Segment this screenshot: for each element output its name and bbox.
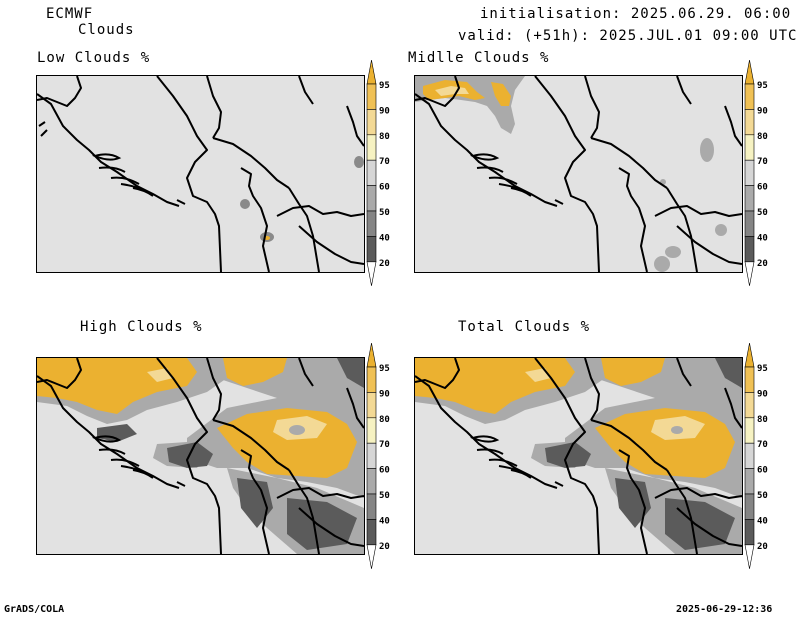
colorbar-tick-label: 60 — [379, 466, 390, 476]
colorbar-segment — [744, 109, 755, 136]
colorbar-segment — [366, 83, 377, 110]
colorbar-tick-label: 95 — [379, 364, 390, 374]
colorbar-tick-label: 90 — [379, 389, 390, 399]
colorbar-tick-label: 60 — [379, 183, 390, 193]
colorbar-tick-label: 90 — [379, 106, 390, 116]
colorbar-bottom-arrow — [366, 544, 377, 569]
colorbar-high: 95 90 80 70 60 50 40 20 — [363, 340, 395, 575]
colorbar-top-arrow — [366, 342, 377, 368]
colorbar-top-arrow — [366, 59, 377, 85]
colorbar-tick-label: 20 — [379, 542, 390, 552]
product-name: Clouds — [78, 22, 135, 38]
colorbar-segment — [744, 442, 755, 469]
colorbar-segment — [366, 109, 377, 136]
colorbar-tick-label: 80 — [379, 132, 390, 142]
colorbar-top-arrow — [744, 342, 755, 368]
colorbar-segment — [744, 493, 755, 520]
footer-timestamp: 2025-06-29-12:36 — [676, 604, 773, 615]
colorbar-tick-label: 80 — [379, 415, 390, 425]
model-name: ECMWF — [46, 6, 94, 22]
valid-time: valid: (+51h): 2025.JUL.01 09:00 UTC — [458, 28, 798, 44]
colorbar-tick-label: 80 — [757, 415, 768, 425]
colorbar-segment — [366, 185, 377, 212]
colorbar-segment — [744, 210, 755, 237]
colorbar-segment — [366, 392, 377, 419]
colorbar-tick-label: 50 — [379, 208, 390, 218]
colorbar-tick-label: 40 — [757, 233, 768, 243]
colorbar-tick-label: 20 — [757, 542, 768, 552]
colorbar-tick-label: 95 — [379, 81, 390, 91]
panel-title-middle: Midlle Clouds % — [408, 50, 550, 66]
colorbar-segment — [744, 519, 755, 546]
colorbar-segment — [744, 83, 755, 110]
colorbar-bottom-arrow — [744, 261, 755, 286]
colorbar-segment — [744, 366, 755, 393]
panel-title-total: Total Clouds % — [458, 319, 591, 335]
colorbar-tick-label: 90 — [757, 106, 768, 116]
colorbar-tick-label: 20 — [379, 259, 390, 269]
colorbar-segment — [366, 134, 377, 161]
colorbar-segment — [366, 519, 377, 546]
colorbar-tick-label: 80 — [757, 132, 768, 142]
colorbar-bottom-arrow — [744, 544, 755, 569]
panel-title-high: High Clouds % — [80, 319, 203, 335]
colorbar-segment — [366, 493, 377, 520]
colorbar-segment — [366, 236, 377, 263]
colorbar-total: 95 90 80 70 60 50 40 20 — [741, 340, 773, 575]
colorbar-segment — [744, 134, 755, 161]
colorbar-tick-label: 50 — [757, 208, 768, 218]
map-total-clouds — [414, 357, 743, 555]
colorbar-tick-label: 95 — [757, 81, 768, 91]
colorbar-tick-label: 60 — [757, 466, 768, 476]
colorbar-tick-label: 50 — [379, 491, 390, 501]
colorbar-segment — [744, 236, 755, 263]
colorbar-tick-label: 40 — [379, 233, 390, 243]
colorbar-top-arrow — [744, 59, 755, 85]
map-low-clouds — [36, 75, 365, 273]
colorbar-bottom-arrow — [366, 261, 377, 286]
colorbar-middle: 95 90 80 70 60 50 40 20 — [741, 57, 773, 292]
colorbar-tick-label: 40 — [379, 516, 390, 526]
colorbar-segment — [744, 185, 755, 212]
colorbar-tick-label: 70 — [379, 157, 390, 167]
colorbar-segment — [744, 468, 755, 495]
colorbar-segment — [366, 159, 377, 186]
colorbar-segment — [366, 468, 377, 495]
colorbar-tick-label: 40 — [757, 516, 768, 526]
colorbar-tick-label: 60 — [757, 183, 768, 193]
colorbar-tick-label: 90 — [757, 389, 768, 399]
init-time: initialisation: 2025.06.29. 06:00 UTC — [480, 6, 800, 22]
colorbar-segment — [744, 159, 755, 186]
panel-title-low: Low Clouds % — [37, 50, 151, 66]
colorbar-segment — [366, 442, 377, 469]
colorbar-segment — [744, 392, 755, 419]
map-high-clouds — [36, 357, 365, 555]
footer-software: GrADS/COLA — [4, 604, 65, 615]
colorbar-tick-label: 70 — [757, 440, 768, 450]
colorbar-tick-label: 20 — [757, 259, 768, 269]
colorbar-segment — [366, 210, 377, 237]
colorbar-segment — [366, 417, 377, 444]
colorbar-tick-label: 95 — [757, 364, 768, 374]
colorbar-segment — [366, 366, 377, 393]
map-middle-clouds — [414, 75, 743, 273]
colorbar-tick-label: 70 — [757, 157, 768, 167]
colorbar-tick-label: 50 — [757, 491, 768, 501]
colorbar-segment — [744, 417, 755, 444]
colorbar-tick-label: 70 — [379, 440, 390, 450]
colorbar-low: 95 90 80 70 60 50 40 20 — [363, 57, 395, 292]
